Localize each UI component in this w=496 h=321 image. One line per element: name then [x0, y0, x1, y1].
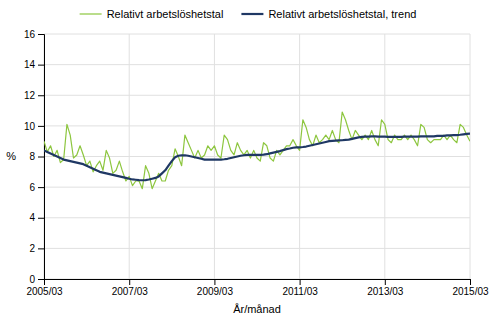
- y-tick-mark: [38, 157, 44, 158]
- x-tick-label: 2013/03: [367, 286, 404, 297]
- x-tick: 2007/03: [112, 279, 149, 297]
- y-tick-mark: [38, 248, 44, 249]
- x-tick-mark: [470, 279, 471, 285]
- y-tick-mark: [38, 187, 44, 188]
- x-tick-label: 2005/03: [26, 286, 63, 297]
- y-tick-label: 0: [29, 274, 35, 285]
- y-tick-label: 12: [24, 90, 36, 101]
- y-tick-mark: [38, 65, 44, 66]
- x-axis: 2005/03 2007/03 2009/03 2011/03 2013/03 2015/…: [26, 279, 489, 297]
- legend: Relativt arbetslöshetstal Relativt arbets…: [80, 8, 417, 20]
- x-tick-label: 2009/03: [197, 286, 234, 297]
- y-tick-mark: [38, 126, 44, 127]
- y-grid-line: [44, 217, 470, 218]
- legend-swatch: [80, 13, 102, 14]
- x-tick-label: 2011/03: [282, 286, 318, 297]
- x-tick-mark: [214, 279, 215, 285]
- x-grid-line: [384, 34, 385, 279]
- series-line: [44, 134, 470, 181]
- y-tick: 14: [24, 59, 44, 70]
- y-axis-line: [38, 35, 45, 280]
- x-tick-mark: [129, 279, 130, 285]
- plot: 2005/03 2007/03 2009/03 2011/03 2013/03 2015/…: [6, 29, 489, 315]
- y-tick: 12: [24, 90, 44, 101]
- y-tick-mark: [38, 34, 44, 35]
- x-tick: 2015/03: [452, 279, 489, 297]
- grid: [44, 34, 470, 279]
- y-tick: 6: [29, 182, 44, 193]
- x-grid-line: [214, 34, 215, 279]
- y-tick: 8: [29, 151, 44, 162]
- x-tick: 2013/03: [367, 279, 404, 297]
- y-tick: 16: [24, 29, 44, 40]
- x-tick-mark: [300, 279, 301, 285]
- y-grid-line: [44, 95, 470, 96]
- y-tick-label: 2: [29, 243, 35, 254]
- x-tick: 2009/03: [197, 279, 234, 297]
- series-line: [44, 112, 470, 189]
- y-tick-label: 10: [24, 121, 36, 132]
- x-grid-line: [129, 34, 130, 279]
- y-tick-mark: [38, 279, 44, 280]
- y-grid-line: [44, 125, 470, 126]
- x-grid-line: [470, 34, 471, 279]
- y-axis-title: %: [6, 150, 16, 162]
- y-tick-mark: [38, 218, 44, 219]
- x-tick-mark: [385, 279, 386, 285]
- legend-swatch: [241, 13, 263, 15]
- y-tick-mark: [38, 95, 44, 96]
- x-tick-label: 2015/03: [452, 286, 489, 297]
- x-tick: 2011/03: [282, 279, 318, 297]
- y-tick: 10: [24, 121, 44, 132]
- y-tick: 2: [29, 243, 44, 254]
- y-tick-label: 4: [29, 212, 35, 223]
- x-axis-title: År/månad: [233, 303, 281, 315]
- y-tick-label: 8: [29, 151, 35, 162]
- x-axis-line: [45, 280, 471, 286]
- y-axis: 0 2 4 6 8 10 12 14 16: [24, 29, 45, 285]
- y-tick: 4: [29, 212, 44, 223]
- legend-label: Relativt arbetslöshetstal, trend: [268, 8, 416, 20]
- y-grid-line: [44, 64, 470, 65]
- x-tick-label: 2007/03: [112, 286, 149, 297]
- y-grid-line: [44, 248, 470, 249]
- x-grid-line: [299, 34, 300, 279]
- y-tick-label: 6: [29, 182, 35, 193]
- legend-label: Relativt arbetslöshetstal: [107, 8, 224, 20]
- y-grid-line: [44, 34, 470, 35]
- y-tick: 0: [29, 274, 44, 285]
- y-tick-label: 16: [24, 29, 36, 40]
- legend-item: Relativt arbetslöshetstal: [80, 8, 224, 20]
- legend-item: Relativt arbetslöshetstal, trend: [241, 8, 416, 20]
- lines: [44, 112, 470, 189]
- y-grid-line: [44, 187, 470, 188]
- y-tick-label: 14: [24, 59, 36, 70]
- chart: 2005/03 2007/03 2009/03 2011/03 2013/03 2015/…: [0, 0, 496, 321]
